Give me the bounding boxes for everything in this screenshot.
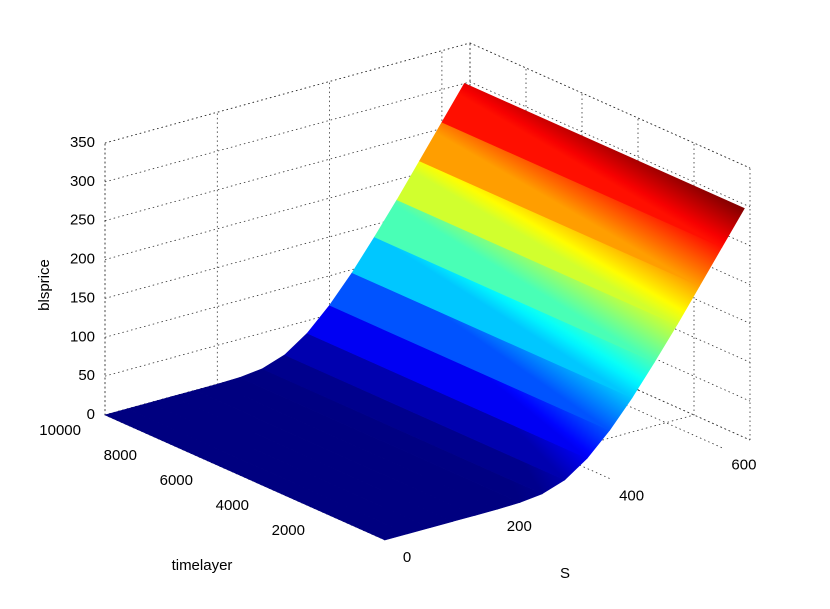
y-tick-label: 4000 (216, 497, 249, 514)
z-tick-label: 100 (70, 328, 95, 345)
y-tick-label: 10000 (39, 422, 81, 439)
y-tick-label: 8000 (104, 447, 137, 464)
z-tick-label: 250 (70, 212, 95, 229)
surface-strip (441, 83, 745, 248)
x-axis-label: S (560, 565, 570, 582)
y-tick-label: 2000 (272, 522, 305, 539)
z-grid-line (104, 42, 751, 169)
z-grid-line (104, 81, 751, 208)
z-tick-label: 50 (78, 367, 95, 384)
z-axis-label: blsprice (36, 259, 53, 311)
z-tick-label: 300 (70, 173, 95, 190)
y-tick-label: 6000 (160, 472, 193, 489)
z-tick-label: 0 (87, 406, 95, 423)
z-tick-label: 150 (70, 289, 95, 306)
y-axis-label: timelayer (172, 557, 233, 574)
z-tick-label: 350 (70, 134, 95, 151)
surface (104, 83, 745, 541)
z-tick-label: 200 (70, 251, 95, 268)
x-tick-label: 0 (403, 549, 411, 566)
x-tick-label: 200 (507, 518, 532, 535)
x-tick-label: 600 (731, 457, 756, 474)
labels: S timelayer blsprice (36, 259, 570, 582)
x-tick-label: 400 (619, 487, 644, 504)
